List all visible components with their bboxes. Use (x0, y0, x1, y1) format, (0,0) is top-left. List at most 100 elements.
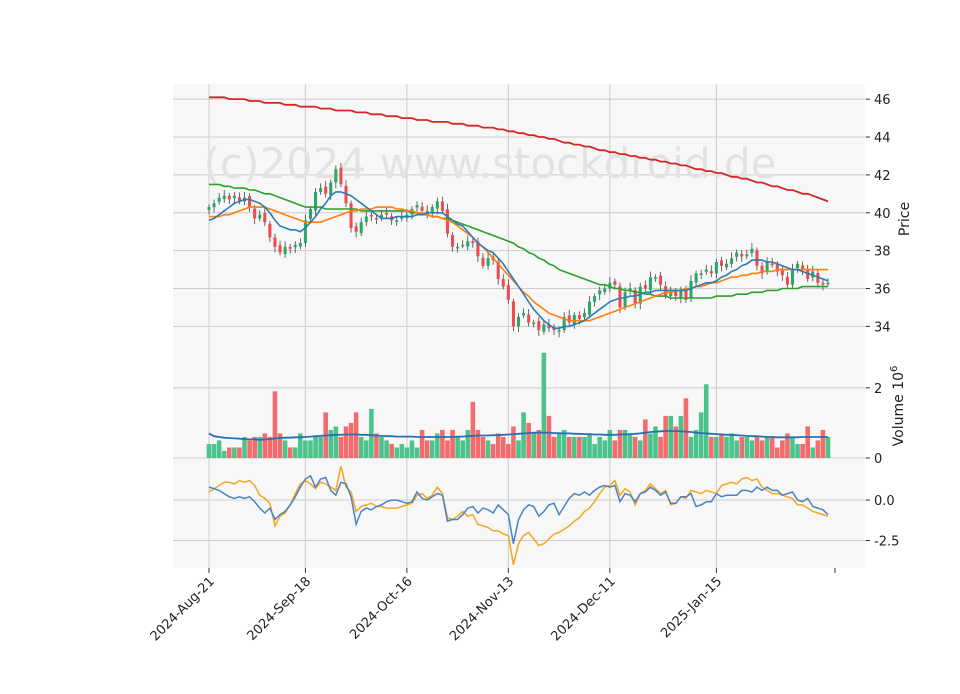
volume-bar (815, 440, 821, 458)
x-tick-label: 2024-Nov-13 (447, 574, 517, 644)
volume-bar (734, 440, 739, 458)
candle-body (603, 288, 607, 292)
indicator-series-group (208, 465, 829, 565)
candle-body (537, 321, 541, 331)
volume-bar (267, 436, 273, 458)
volume-bar (526, 422, 531, 458)
candle-body (806, 269, 810, 280)
candle-body (359, 222, 363, 234)
volume-bar (536, 429, 542, 458)
volume-bar (465, 429, 471, 458)
sma-long-line (209, 96, 829, 203)
volume-bar (216, 440, 222, 458)
volume-bar (648, 433, 653, 458)
candle-body (557, 330, 561, 332)
candle-body (501, 279, 505, 287)
candle-body (669, 292, 673, 297)
volume-bar (455, 436, 460, 458)
candle-body (232, 195, 236, 198)
candle-body (704, 269, 708, 272)
candle-body (461, 244, 465, 247)
candle-body (217, 197, 221, 202)
candle-body (760, 265, 764, 274)
volume-bar (252, 436, 257, 458)
indicator-orange-line (208, 465, 829, 565)
volume-bar (516, 440, 521, 458)
candle-body (618, 286, 622, 308)
volume-series-group (206, 352, 831, 458)
volume-bar (227, 447, 232, 458)
candle-body (227, 195, 231, 200)
candle-body (466, 241, 470, 247)
volume-bar (790, 436, 795, 458)
candle-body (364, 216, 368, 223)
volume-bar (277, 433, 283, 458)
volume-bar (495, 433, 501, 458)
volume-bar (379, 436, 384, 458)
volume-bar (247, 440, 252, 458)
volume-bar (749, 440, 755, 458)
volume-bar (597, 436, 602, 458)
price-y-tick-label: 46 (874, 93, 891, 108)
volume-bar (724, 436, 729, 458)
price-y-tick-label: 38 (874, 245, 891, 260)
volume-bar (810, 447, 816, 458)
volume-bar (754, 436, 760, 458)
volume-bar (262, 433, 268, 458)
volume-bar (419, 429, 425, 458)
volume-bar (490, 443, 496, 458)
candle-body (506, 285, 510, 300)
candle-body (476, 241, 480, 257)
volume-bar (800, 443, 805, 458)
candle-body (674, 290, 678, 297)
candle-body (613, 281, 617, 285)
volume-bar (602, 440, 608, 458)
candle-body (456, 246, 460, 249)
volume-bar (450, 429, 455, 458)
candle-body (725, 263, 729, 268)
candle-body (253, 208, 257, 219)
volume-bar (338, 436, 344, 458)
candle-body (293, 244, 297, 248)
volume-bar (485, 440, 491, 458)
candle-body (567, 315, 571, 323)
candle-body (278, 245, 282, 253)
volume-bar (475, 429, 481, 458)
volume-bar (404, 447, 410, 458)
candle-body (369, 215, 373, 217)
candle-body (385, 213, 389, 215)
candle-body (349, 203, 353, 228)
candle-body (577, 315, 581, 319)
candle-body (268, 223, 272, 238)
volume-bar (592, 443, 597, 458)
volume-bar (653, 426, 658, 458)
volume-bar (719, 433, 724, 458)
volume-bar (709, 436, 714, 458)
volume-bar (587, 433, 592, 458)
volume-bar (435, 433, 440, 458)
volume-y-tick-label: 0 (874, 452, 882, 467)
candle-body (562, 316, 566, 331)
candle-body (445, 209, 449, 234)
volume-bar (303, 440, 308, 458)
candle-body (496, 261, 500, 280)
candle-body (283, 246, 287, 255)
volume-bar (348, 422, 354, 458)
volume-average-line (208, 430, 828, 441)
candle-body (532, 322, 536, 325)
volume-bar (287, 447, 293, 458)
volume-bar (673, 426, 679, 458)
volume-bar (384, 440, 389, 458)
volume-bar (744, 436, 750, 458)
candle-body (339, 167, 343, 185)
volume-bar (374, 433, 379, 458)
volume-bar (622, 429, 628, 458)
volume-bar (318, 436, 323, 458)
volume-bar (541, 352, 547, 458)
candle-body (486, 258, 490, 266)
candle-body (684, 290, 688, 300)
volume-bar (313, 436, 318, 458)
volume-bar (643, 419, 648, 458)
